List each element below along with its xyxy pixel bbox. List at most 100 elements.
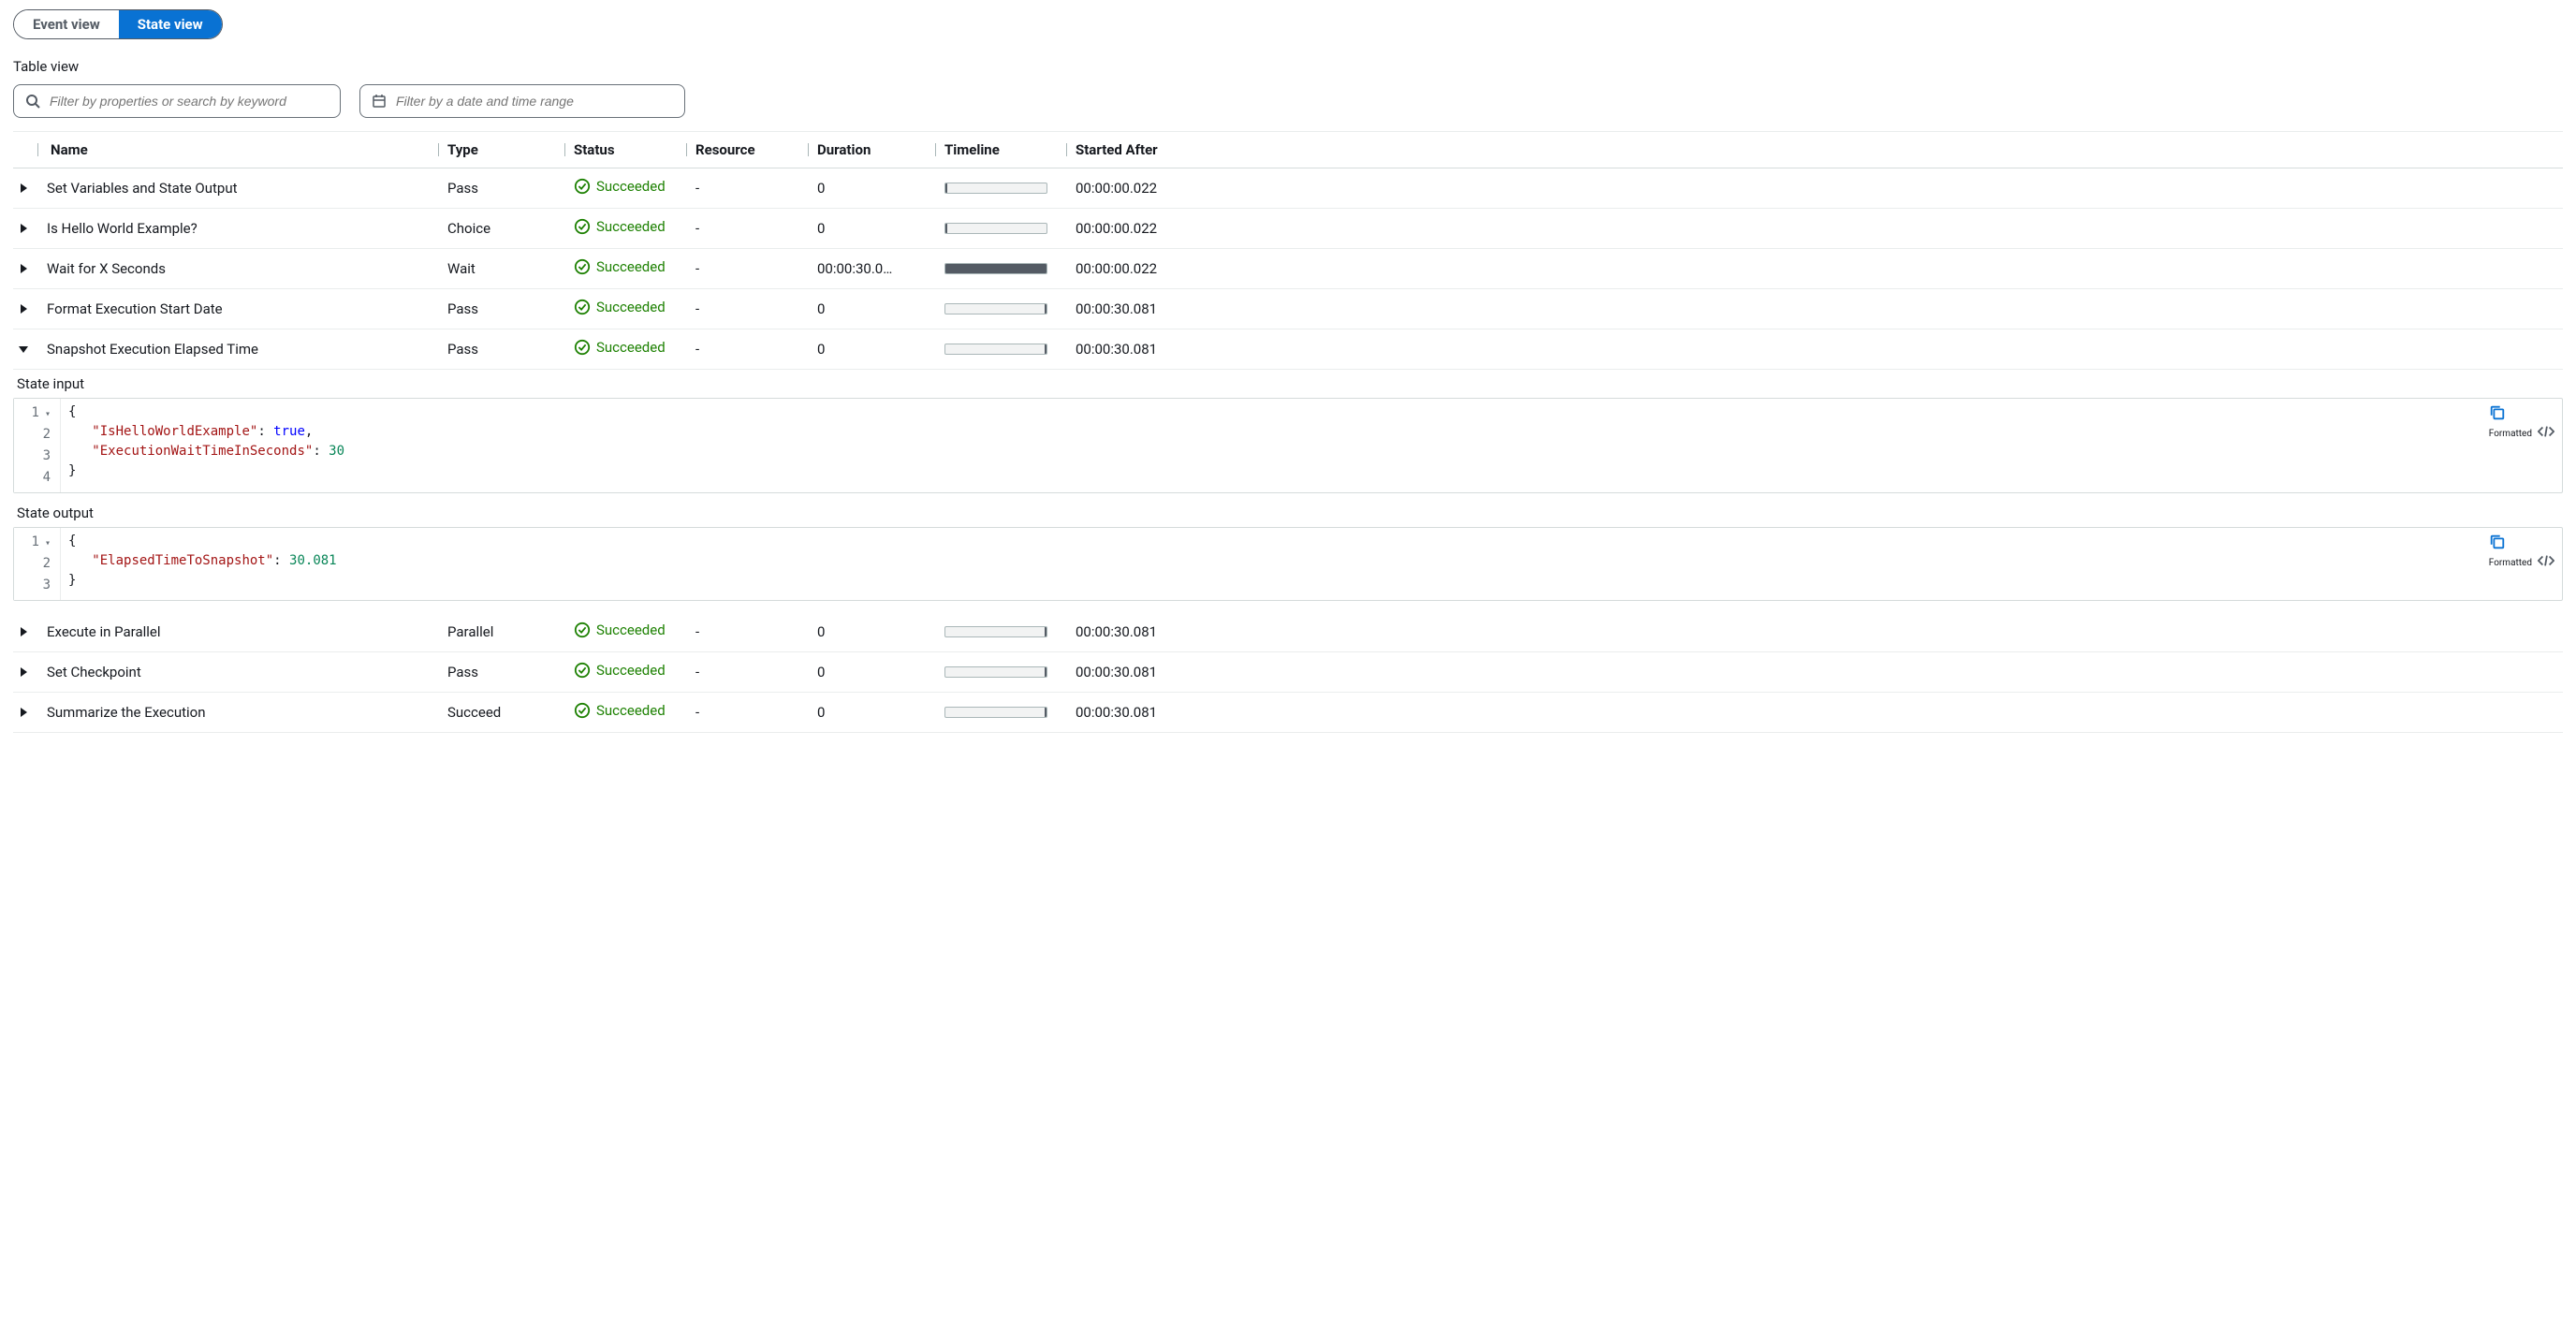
cell-duration: 0 [808, 664, 935, 680]
table-row: Summarize the ExecutionSucceedSucceeded-… [13, 693, 2563, 733]
cell-started: 00:00:00.022 [1066, 180, 2563, 197]
state-output-label: State output [17, 505, 2563, 521]
code-content[interactable]: { "ElapsedTimeToSnapshot": 30.081 } [61, 528, 2562, 600]
cell-resource: - [686, 300, 808, 317]
expand-toggle[interactable] [13, 183, 37, 194]
code-view-icon[interactable] [2538, 425, 2554, 442]
cell-timeline [935, 344, 1066, 355]
expand-toggle[interactable] [13, 344, 37, 355]
tab-event-view[interactable]: Event view [14, 10, 119, 38]
cell-name: Is Hello World Example? [37, 220, 438, 237]
cell-name: Set Checkpoint [37, 664, 438, 680]
col-status[interactable]: Status [564, 141, 686, 158]
filter-date-input[interactable] [396, 94, 673, 109]
state-table: Name Type Status Resource Duration Timel… [13, 131, 2563, 733]
cell-resource: - [686, 664, 808, 680]
cell-timeline [935, 223, 1066, 234]
table-header: Name Type Status Resource Duration Timel… [13, 131, 2563, 168]
cell-name: Snapshot Execution Elapsed Time [37, 341, 438, 358]
view-tabs: Event view State view [13, 9, 223, 39]
cell-status: Succeeded [564, 339, 686, 359]
cell-timeline [935, 666, 1066, 678]
state-output-box: 123{ "ElapsedTimeToSnapshot": 30.081 }Fo… [13, 527, 2563, 601]
search-icon [25, 94, 40, 109]
cell-name: Format Execution Start Date [37, 300, 438, 317]
cell-type: Parallel [438, 623, 564, 640]
cell-resource: - [686, 341, 808, 358]
cell-name: Wait for X Seconds [37, 260, 438, 277]
calendar-icon [372, 94, 387, 109]
code-actions: Formatted [2489, 534, 2554, 571]
cell-status: Succeeded [564, 622, 686, 642]
copy-icon[interactable] [2489, 534, 2554, 550]
filter-date-box[interactable] [359, 84, 685, 118]
cell-type: Pass [438, 664, 564, 680]
cell-status: Succeeded [564, 662, 686, 682]
cell-timeline [935, 263, 1066, 274]
cell-name: Execute in Parallel [37, 623, 438, 640]
code-actions: Formatted [2489, 404, 2554, 442]
filter-bar [13, 84, 2563, 118]
col-type[interactable]: Type [438, 141, 564, 158]
table-row: Snapshot Execution Elapsed TimePassSucce… [13, 329, 2563, 370]
cell-type: Succeed [438, 704, 564, 721]
cell-name: Summarize the Execution [37, 704, 438, 721]
cell-type: Pass [438, 180, 564, 197]
expand-toggle[interactable] [13, 666, 37, 678]
cell-timeline [935, 626, 1066, 637]
expand-toggle[interactable] [13, 303, 37, 314]
cell-resource: - [686, 180, 808, 197]
cell-type: Pass [438, 341, 564, 358]
formatted-label: Formatted [2489, 429, 2532, 439]
cell-type: Choice [438, 220, 564, 237]
cell-resource: - [686, 220, 808, 237]
col-duration[interactable]: Duration [808, 141, 935, 158]
cell-name: Set Variables and State Output [37, 180, 438, 197]
cell-status: Succeeded [564, 702, 686, 723]
code-gutter: 123 [14, 528, 61, 600]
expand-toggle[interactable] [13, 263, 37, 274]
cell-timeline [935, 303, 1066, 314]
cell-duration: 00:00:30.0… [808, 260, 935, 277]
formatted-label: Formatted [2489, 558, 2532, 568]
cell-resource: - [686, 260, 808, 277]
cell-status: Succeeded [564, 218, 686, 239]
state-input-box: 1234{ "IsHelloWorldExample": true, "Exec… [13, 398, 2563, 493]
filter-text-input[interactable] [50, 94, 329, 109]
cell-duration: 0 [808, 623, 935, 640]
cell-started: 00:00:00.022 [1066, 260, 2563, 277]
state-input-label: State input [17, 375, 2563, 392]
cell-status: Succeeded [564, 258, 686, 279]
col-resource[interactable]: Resource [686, 141, 808, 158]
cell-started: 00:00:00.022 [1066, 220, 2563, 237]
expand-toggle[interactable] [13, 707, 37, 718]
table-view-label: Table view [13, 58, 2563, 75]
cell-timeline [935, 707, 1066, 718]
cell-duration: 0 [808, 341, 935, 358]
cell-started: 00:00:30.081 [1066, 623, 2563, 640]
copy-icon[interactable] [2489, 404, 2554, 421]
code-content[interactable]: { "IsHelloWorldExample": true, "Executio… [61, 399, 2562, 492]
table-row: Execute in ParallelParallelSucceeded-0 00… [13, 612, 2563, 652]
col-name[interactable]: Name [37, 141, 438, 158]
col-started[interactable]: Started After [1066, 141, 2563, 158]
tab-state-view[interactable]: State view [119, 10, 222, 38]
table-row: Set CheckpointPassSucceeded-0 00:00:30.08… [13, 652, 2563, 693]
cell-status: Succeeded [564, 178, 686, 198]
filter-text-box[interactable] [13, 84, 341, 118]
table-row: Format Execution Start DatePassSucceeded… [13, 289, 2563, 329]
expand-toggle[interactable] [13, 626, 37, 637]
table-row: Set Variables and State OutputPassSuccee… [13, 168, 2563, 209]
cell-resource: - [686, 704, 808, 721]
code-gutter: 1234 [14, 399, 61, 492]
table-row: Wait for X SecondsWaitSucceeded-00:00:30… [13, 249, 2563, 289]
col-timeline[interactable]: Timeline [935, 141, 1066, 158]
cell-type: Pass [438, 300, 564, 317]
cell-duration: 0 [808, 220, 935, 237]
cell-duration: 0 [808, 180, 935, 197]
code-view-icon[interactable] [2538, 554, 2554, 571]
cell-started: 00:00:30.081 [1066, 664, 2563, 680]
cell-resource: - [686, 623, 808, 640]
expand-toggle[interactable] [13, 223, 37, 234]
cell-started: 00:00:30.081 [1066, 704, 2563, 721]
